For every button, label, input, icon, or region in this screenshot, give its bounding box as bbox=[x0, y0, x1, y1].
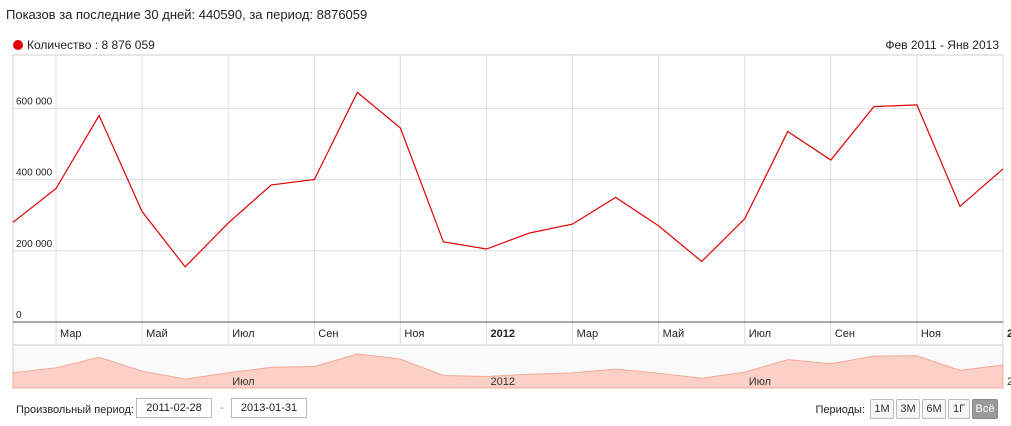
summary-header: Показов за последние 30 дней: 440590, за… bbox=[6, 7, 368, 22]
series-line bbox=[12, 91, 1004, 268]
legend-label: Количество : 8 876 059 bbox=[27, 38, 155, 52]
x-tick-label: Ноя bbox=[404, 328, 424, 340]
x-tick-label: Май bbox=[663, 328, 685, 340]
navigator-area[interactable] bbox=[12, 353, 1004, 389]
x-tick-label: Май bbox=[146, 328, 168, 340]
legend-dot-icon bbox=[13, 40, 23, 50]
x-tick-label: Ноя bbox=[921, 328, 941, 340]
period-3m-button[interactable]: 3М bbox=[896, 399, 920, 419]
y-tick-label: 200 000 bbox=[16, 239, 53, 250]
date-to-input[interactable] bbox=[231, 398, 307, 418]
x-tick-label: Мар bbox=[577, 328, 599, 340]
y-tick-label: 0 bbox=[16, 310, 22, 321]
periods-label: Периоды: bbox=[815, 404, 865, 416]
custom-period-label: Произвольный период: bbox=[16, 404, 134, 416]
x-tick-label: Сен bbox=[835, 328, 855, 340]
period-1y-button[interactable]: 1Г bbox=[948, 399, 970, 419]
legend[interactable]: Количество : 8 876 059 bbox=[13, 38, 155, 52]
period-1m-button[interactable]: 1М bbox=[870, 399, 894, 419]
y-tick-label: 400 000 bbox=[16, 168, 53, 179]
date-range-label: Фев 2011 - Янв 2013 bbox=[885, 38, 999, 52]
x-tick-label: Июл bbox=[232, 328, 254, 340]
period-all-button[interactable]: Всё bbox=[972, 399, 998, 419]
x-tick-labels: Мар Май Июл Сен Ноя 2012 Мар Май Июл Сен Ноя 2013 bbox=[60, 328, 1011, 340]
x-tick-label: 2013 bbox=[1007, 328, 1011, 340]
plot-area-border bbox=[12, 54, 1004, 346]
horizontal-gridlines bbox=[13, 107, 1003, 252]
navigator-label: 2013 bbox=[1007, 376, 1011, 388]
y-tick-label: 600 000 bbox=[16, 96, 53, 107]
navigator-label: 2012 bbox=[490, 376, 514, 388]
x-tick-label: 2012 bbox=[490, 328, 514, 340]
period-6m-button[interactable]: 6М bbox=[922, 399, 946, 419]
date-separator: - bbox=[220, 402, 224, 414]
navigator-label: Июл bbox=[232, 376, 254, 388]
chart[interactable]: 0 200 000 400 000 600 000 Мар Май Июл Сен Ноя 20… bbox=[0, 0, 1011, 395]
navigator-labels: Июл 2012 Июл 2013 bbox=[232, 376, 1011, 388]
navigator-label: Июл bbox=[749, 376, 771, 388]
x-tick-label: Июл bbox=[749, 328, 771, 340]
x-tick-label: Мар bbox=[60, 328, 82, 340]
date-from-input[interactable] bbox=[136, 398, 212, 418]
vertical-gridlines bbox=[55, 55, 1004, 345]
y-tick-labels: 0 200 000 400 000 600 000 bbox=[16, 96, 53, 321]
x-tick-label: Сен bbox=[318, 328, 338, 340]
